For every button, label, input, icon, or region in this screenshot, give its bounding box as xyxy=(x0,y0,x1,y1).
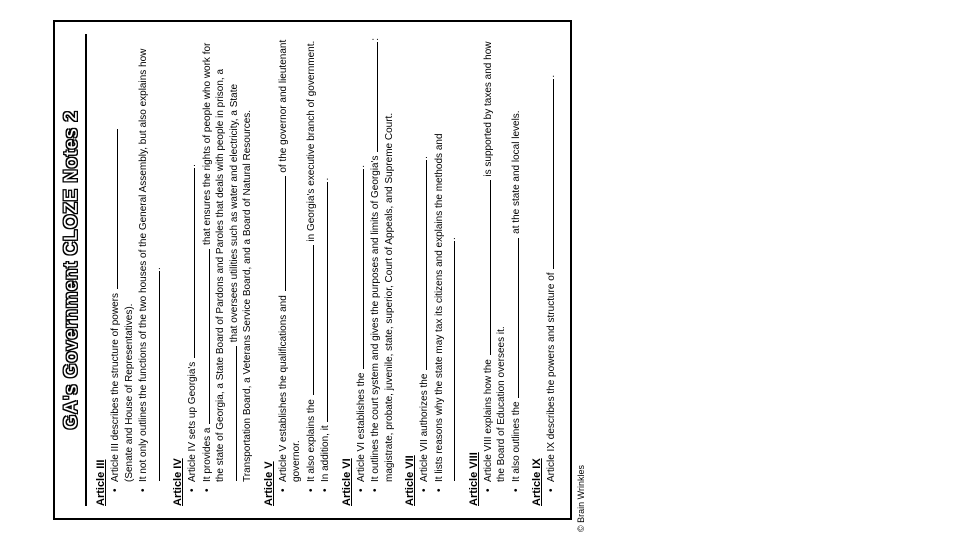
text: It not only outlines the functions of th… xyxy=(138,49,149,482)
blank[interactable] xyxy=(201,249,210,424)
text: . xyxy=(152,267,163,270)
page-title: GA's Government CLOZE Notes 2 xyxy=(61,34,83,506)
text: Article IV sets up Georgia's xyxy=(187,359,198,482)
article-7-list: Article VII authorizes the . It lists re… xyxy=(418,34,460,506)
text: Article V establishes the qualifications… xyxy=(278,292,289,482)
list-item: Article VI establishes the . xyxy=(355,34,369,492)
list-item: It provides a that ensures the rights of… xyxy=(201,34,255,492)
list-item: It not only outlines the functions of th… xyxy=(137,34,164,492)
blank[interactable] xyxy=(482,180,491,355)
article-9-list: Article IX describes the powers and stru… xyxy=(545,34,559,506)
text: Article VIII explains how the xyxy=(483,356,494,482)
list-item: Article IV sets up Georgia's . xyxy=(186,34,200,492)
list-item: Article IX describes the powers and stru… xyxy=(545,34,559,492)
text: in Georgia's executive branch of governm… xyxy=(306,41,317,245)
text: . xyxy=(187,164,198,167)
list-item: It also outlines the at the state and lo… xyxy=(510,34,524,492)
content-frame: GA's Government CLOZE Notes 2 Article II… xyxy=(53,20,572,520)
blank[interactable] xyxy=(418,160,427,370)
list-item: It lists reasons why the state may tax i… xyxy=(433,34,460,492)
blank[interactable] xyxy=(305,245,314,395)
blank[interactable] xyxy=(151,271,160,481)
text: Article IX describes the powers and stru… xyxy=(546,270,557,482)
article-5-list: Article V establishes the qualifications… xyxy=(277,34,333,506)
text: (Senate and House of Representatives). xyxy=(123,34,137,482)
blank[interactable] xyxy=(319,182,328,422)
text: Article VII authorizes the xyxy=(419,371,430,482)
list-item: Article VIII explains how the is support… xyxy=(482,34,509,492)
article-3-heading: Article III xyxy=(95,34,107,506)
list-item: In addition, it . xyxy=(319,34,333,492)
article-8-list: Article VIII explains how the is support… xyxy=(482,34,524,506)
blank[interactable] xyxy=(186,168,195,358)
text: In addition, it xyxy=(320,423,331,482)
blank[interactable] xyxy=(545,79,554,269)
page: GA's Government CLOZE Notes 2 Article II… xyxy=(45,0,915,540)
copyright: © Brain Wrinkles xyxy=(576,0,586,532)
text: . xyxy=(546,75,557,78)
list-item: Article III describes the structure of p… xyxy=(109,34,136,492)
article-5-heading: Article V xyxy=(263,34,275,506)
text: It lists reasons why the state may tax i… xyxy=(434,133,445,482)
text: . xyxy=(419,156,430,159)
text: . xyxy=(447,237,458,240)
text: It provides a xyxy=(202,425,213,482)
blank[interactable] xyxy=(446,241,455,481)
blank[interactable] xyxy=(109,129,118,289)
article-4-list: Article IV sets up Georgia's . It provid… xyxy=(186,34,255,506)
article-6-heading: Article VI xyxy=(341,34,353,506)
article-4-heading: Article IV xyxy=(172,34,184,506)
title-rule xyxy=(85,34,87,506)
blank[interactable] xyxy=(510,238,519,398)
text: It also explains the xyxy=(306,396,317,482)
text: It also outlines the xyxy=(511,399,522,482)
text: It outlines the court system and gives t… xyxy=(370,153,381,482)
blank[interactable] xyxy=(355,169,364,369)
blank[interactable] xyxy=(277,176,286,291)
list-item: Article V establishes the qualifications… xyxy=(277,34,304,492)
list-item: It also explains the in Georgia's execut… xyxy=(305,34,319,492)
text: Article III describes the structure of p… xyxy=(110,290,121,482)
blank[interactable] xyxy=(369,42,378,152)
blank[interactable] xyxy=(228,346,237,481)
text: . xyxy=(356,165,367,168)
list-item: It outlines the court system and gives t… xyxy=(369,34,396,492)
article-8-heading: Article VIII xyxy=(468,34,480,506)
article-9-heading: Article IX xyxy=(531,34,543,506)
article-3-list: Article III describes the structure of p… xyxy=(109,34,164,506)
article-7-heading: Article VII xyxy=(404,34,416,506)
text: at the state and local levels. xyxy=(511,110,522,236)
list-item: Article VII authorizes the . xyxy=(418,34,432,492)
article-6-list: Article VI establishes the . It outlines… xyxy=(355,34,397,506)
text: Article VI establishes the xyxy=(356,370,367,482)
text: . xyxy=(320,178,331,181)
